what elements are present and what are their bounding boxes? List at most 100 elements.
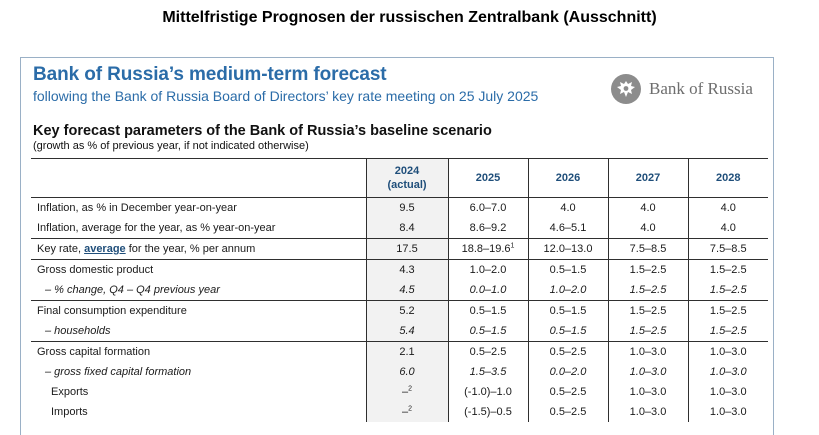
cell-2027: 1.5–2.5 (607, 259, 688, 280)
row-label: – gross fixed capital formation (45, 366, 192, 378)
footnote-marker: 2 (408, 385, 413, 393)
section-note: (growth as % of previous year, if not in… (33, 140, 309, 152)
cell-2024: 8.4 (365, 218, 448, 239)
cell-2025: 0.5–1.5 (447, 321, 528, 342)
cell-2024: 6.0 (365, 362, 448, 382)
cell-2028: 1.0–3.0 (687, 341, 768, 362)
cell-2026: 0.5–1.5 (527, 300, 608, 321)
cell-2028: 1.5–2.5 (687, 259, 768, 280)
cell-2027: 1.0–3.0 (607, 382, 688, 402)
row-label: – households (45, 325, 111, 337)
header-2024: 2024 (actual) (365, 158, 448, 198)
row-label: Inflation, average for the year, as % ye… (37, 222, 276, 234)
cell-2025: (-1.5)–0.5 (447, 402, 528, 422)
cell-2028: 7.5–8.5 (687, 238, 768, 260)
header-2025: 2025 (447, 158, 528, 198)
cell-2028: 4.0 (687, 218, 768, 239)
cell-2028: 1.0–3.0 (687, 402, 768, 422)
cell-2025: 0.0–1.0 (447, 280, 528, 301)
cell-2028: 1.0–3.0 (687, 382, 768, 402)
cell-2027: 4.0 (607, 218, 688, 239)
cell-2026: 0.5–2.5 (527, 341, 608, 362)
row-label-post: for the year, % per annum (125, 243, 256, 255)
table-row: Gross domestic product 4.3 1.0–2.0 0.5–1… (31, 259, 768, 280)
header-2024-year: 2024 (394, 165, 420, 177)
cell-2024-value: – (401, 406, 409, 418)
row-label: Final consumption expenditure (37, 305, 187, 317)
header-2024-note: (actual) (387, 179, 427, 191)
table-row: Inflation, average for the year, as % ye… (31, 218, 768, 239)
cell-2027: 1.0–3.0 (607, 402, 688, 422)
cell-2026: 1.0–2.0 (527, 280, 608, 301)
cell-2028: 1.5–2.5 (687, 300, 768, 321)
cell-2025: 1.5–3.5 (447, 362, 528, 382)
table-row: Imports –2 (-1.5)–0.5 0.5–2.5 1.0–3.0 1.… (31, 402, 768, 422)
page-heading: Mittelfristige Prognosen der russischen … (162, 9, 657, 26)
table-row: Exports –2 (-1.0)–1.0 0.5–2.5 1.0–3.0 1.… (31, 382, 768, 402)
report-title: Bank of Russia’s medium-term forecast (33, 64, 387, 85)
cell-2027: 1.0–3.0 (607, 362, 688, 382)
cell-2027: 1.5–2.5 (607, 280, 688, 301)
bank-of-russia-logo: Bank of Russia (611, 72, 753, 106)
row-label: Inflation, as % in December year-on-year (37, 202, 237, 214)
cell-2026: 4.0 (527, 197, 608, 218)
logo-text: Bank of Russia (649, 79, 753, 98)
cell-2024: 4.3 (365, 259, 448, 280)
header-2027: 2027 (607, 158, 688, 198)
cell-2026: 0.5–2.5 (527, 402, 608, 422)
table-header-row: 2024 (actual) 2025 2026 2027 2028 (31, 158, 768, 198)
cell-2025: 1.0–2.0 (447, 259, 528, 280)
cell-2025: 0.5–1.5 (447, 300, 528, 321)
cell-2026: 12.0–13.0 (527, 238, 608, 260)
cell-2026: 0.5–1.5 (527, 321, 608, 342)
row-label: Gross domestic product (37, 264, 154, 276)
cell-2024: 4.5 (365, 280, 448, 301)
cell-2024: 5.4 (365, 321, 448, 342)
table-row: Gross capital formation 2.1 0.5–2.5 0.5–… (31, 341, 768, 362)
section-title: Key forecast parameters of the Bank of R… (33, 123, 492, 139)
cell-2024: –2 (365, 402, 448, 422)
cell-2024: 17.5 (365, 238, 448, 260)
cell-2024: –2 (365, 382, 448, 402)
table-row: Final consumption expenditure 5.2 0.5–1.… (31, 300, 768, 321)
cell-2024-value: – (401, 386, 409, 398)
header-2026: 2026 (527, 158, 608, 198)
row-label: Imports (51, 406, 88, 418)
eagle-emblem-icon (611, 74, 641, 104)
cell-2024: 5.2 (365, 300, 448, 321)
report-frame (20, 57, 774, 435)
table-row: Key rate, average for the year, % per an… (31, 238, 768, 260)
row-label: Gross capital formation (37, 346, 151, 358)
average-link[interactable]: average (84, 243, 126, 255)
cell-2026: 0.5–1.5 (527, 259, 608, 280)
cell-2028: 4.0 (687, 197, 768, 218)
header-label-cell (31, 159, 366, 198)
cell-2027: 1.5–2.5 (607, 321, 688, 342)
cell-2027: 1.5–2.5 (607, 300, 688, 321)
footnote-marker: 1 (510, 242, 515, 250)
row-label: Key rate, average for the year, % per an… (31, 239, 366, 260)
cell-2027: 1.0–3.0 (607, 341, 688, 362)
forecast-table: 2024 (actual) 2025 2026 2027 2028 Inflat… (31, 158, 768, 422)
report-subtitle: following the Bank of Russia Board of Di… (33, 88, 539, 104)
cell-2026: 4.6–5.1 (527, 218, 608, 239)
row-label: – % change, Q4 – Q4 previous year (45, 284, 220, 296)
table-row: Inflation, as % in December year-on-year… (31, 197, 768, 218)
table-row: – gross fixed capital formation 6.0 1.5–… (31, 362, 768, 382)
cell-2026: 0.0–2.0 (527, 362, 608, 382)
cell-2025: (-1.0)–1.0 (447, 382, 528, 402)
table-row: – households 5.4 0.5–1.5 0.5–1.5 1.5–2.5… (31, 321, 768, 342)
cell-2027: 7.5–8.5 (607, 238, 688, 260)
cell-2025: 0.5–2.5 (447, 341, 528, 362)
row-label: Exports (51, 386, 89, 398)
footnote-marker: 2 (408, 405, 413, 413)
table-row: – % change, Q4 – Q4 previous year 4.5 0.… (31, 280, 768, 301)
cell-2025: 8.6–9.2 (447, 218, 528, 239)
header-2028: 2028 (687, 158, 768, 198)
cell-2027: 4.0 (607, 197, 688, 218)
cell-2028: 1.5–2.5 (687, 321, 768, 342)
cell-2028: 1.0–3.0 (687, 362, 768, 382)
cell-2024: 2.1 (365, 341, 448, 362)
cell-2024: 9.5 (365, 197, 448, 218)
cell-2025-value: 18.8–19.6 (461, 243, 511, 255)
